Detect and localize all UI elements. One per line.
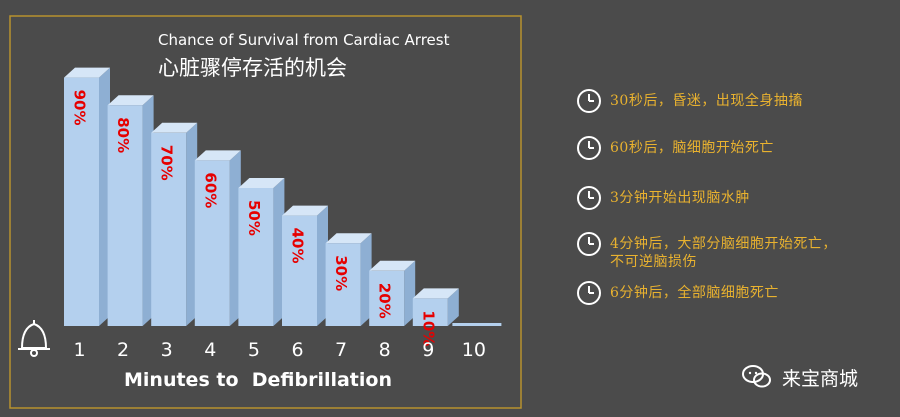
chart-frame bbox=[9, 15, 522, 409]
bar bbox=[151, 132, 187, 326]
clock-icon bbox=[577, 89, 601, 113]
timeline-item: 6分钟后，全部脑细胞死亡 bbox=[576, 280, 900, 305]
x-tick-label: 4 bbox=[204, 339, 216, 361]
x-tick-label: 6 bbox=[291, 339, 303, 361]
clock-icon bbox=[577, 136, 601, 160]
bar bbox=[194, 160, 230, 326]
bar bbox=[369, 270, 405, 326]
x-tick-label: 8 bbox=[379, 339, 391, 361]
watermark: 来宝商城 bbox=[742, 363, 858, 391]
data-label: 40% bbox=[289, 228, 307, 264]
bar-top bbox=[64, 67, 110, 78]
timeline-item: 30秒后，昏迷，出现全身抽搐 bbox=[576, 88, 900, 113]
wechat-icon bbox=[742, 365, 771, 388]
timeline-text: 3分钟开始出现脑水肿 bbox=[610, 190, 750, 206]
x-tick-label: 5 bbox=[248, 339, 260, 361]
x-tick-label: 1 bbox=[73, 339, 85, 361]
chart-subtitle: 心脏骤停存活的机会 bbox=[158, 56, 347, 80]
timeline-text: 4分钟后，大部分脑细胞开始死亡， 不可逆脑损伤 bbox=[610, 236, 837, 270]
bar bbox=[452, 323, 502, 326]
bell-icon bbox=[18, 320, 50, 357]
bar-top bbox=[194, 150, 241, 161]
data-label: 80% bbox=[114, 117, 132, 153]
bar-top bbox=[325, 233, 372, 244]
bar-side bbox=[404, 260, 416, 326]
bar-side bbox=[360, 233, 372, 326]
bar-top bbox=[282, 205, 328, 216]
data-label: 30% bbox=[332, 255, 350, 291]
timeline-text: 60秒后，脑细胞开始死亡 bbox=[610, 140, 774, 156]
timeline-text: 6分钟后，全部脑细胞死亡 bbox=[610, 285, 779, 301]
bar bbox=[325, 243, 361, 326]
bar-top bbox=[412, 288, 459, 299]
bar bbox=[412, 298, 448, 326]
bar-top bbox=[151, 122, 198, 133]
clock-icon bbox=[577, 281, 601, 305]
bar-side bbox=[142, 95, 154, 326]
data-label: 10% bbox=[419, 310, 437, 346]
bar-top bbox=[107, 95, 154, 106]
clock-icon bbox=[577, 186, 601, 210]
bar bbox=[107, 105, 143, 326]
timeline-item: 3分钟开始出现脑水肿 bbox=[576, 185, 900, 210]
timeline-text: 30秒后，昏迷，出现全身抽搐 bbox=[610, 93, 803, 109]
clock-icon bbox=[577, 232, 601, 256]
bar-side bbox=[229, 150, 241, 326]
bar-side bbox=[317, 205, 328, 326]
x-tick-label: 2 bbox=[117, 339, 129, 361]
timeline-item: 60秒后，脑细胞开始死亡 bbox=[576, 135, 900, 160]
bar bbox=[282, 215, 317, 326]
bar-side bbox=[99, 67, 110, 326]
bar bbox=[238, 188, 274, 326]
data-label: 60% bbox=[201, 172, 219, 208]
watermark-text: 来宝商城 bbox=[782, 367, 859, 390]
bar-side bbox=[447, 288, 459, 326]
bar-side bbox=[273, 178, 285, 326]
x-tick-label: 7 bbox=[335, 339, 347, 361]
timeline-item: 4分钟后，大部分脑细胞开始死亡， 不可逆脑损伤 bbox=[576, 231, 900, 271]
data-label: 70% bbox=[158, 145, 176, 181]
x-axis-label: Minutes to Defibrillation bbox=[124, 369, 392, 391]
bar-side bbox=[186, 122, 198, 326]
x-tick-label: 9 bbox=[422, 339, 434, 361]
chart-title: Chance of Survival from Cardiac Arrest bbox=[158, 31, 450, 49]
x-tick-label: 10 bbox=[462, 339, 486, 361]
data-label: 20% bbox=[376, 283, 394, 319]
x-tick-label: 3 bbox=[161, 339, 173, 361]
data-label: 50% bbox=[245, 200, 263, 236]
bar bbox=[64, 77, 99, 326]
bar-top bbox=[369, 260, 416, 271]
data-label: 90% bbox=[71, 90, 89, 126]
bar-top bbox=[238, 178, 285, 188]
